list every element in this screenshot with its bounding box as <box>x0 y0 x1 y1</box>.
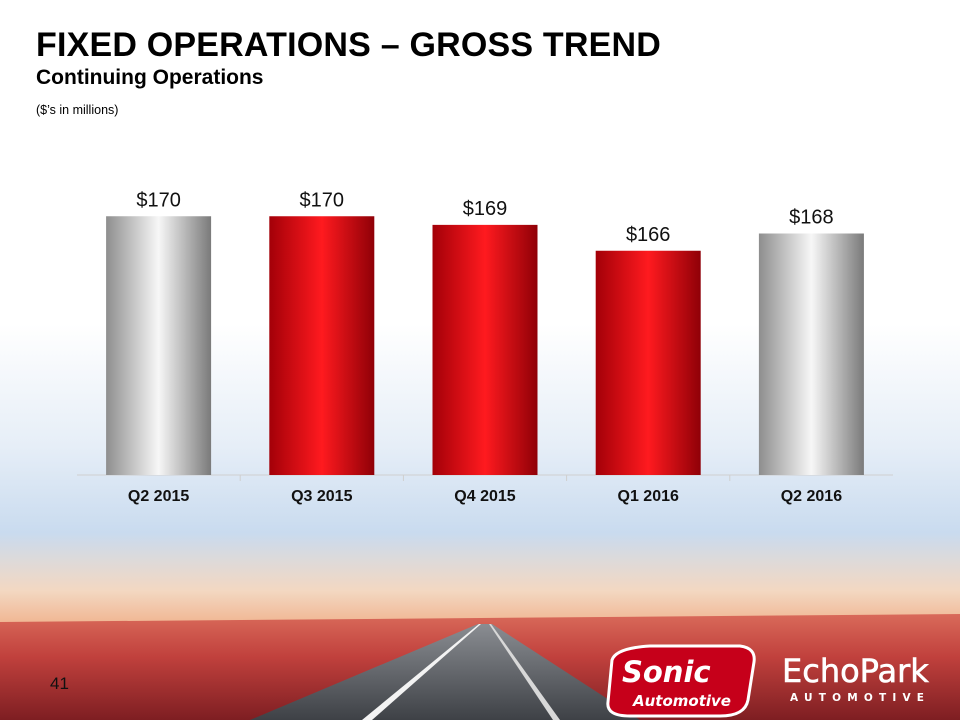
data-label: $166 <box>626 224 671 246</box>
data-label: $168 <box>789 207 834 229</box>
bar-q3-2015 <box>269 216 375 475</box>
svg-text:EchoPark: EchoPark <box>782 652 929 690</box>
bar-q2-2015 <box>106 216 212 475</box>
data-label: $170 <box>136 189 181 211</box>
bar-q2-2016 <box>758 233 864 475</box>
svg-text:Sonic: Sonic <box>622 655 711 689</box>
svg-text:Automotive: Automotive <box>632 692 731 710</box>
x-tick-label: Q3 2015 <box>291 488 352 505</box>
x-tick-label: Q1 2016 <box>618 488 679 505</box>
page-number: 41 <box>50 674 69 693</box>
bar-q4-2015 <box>432 224 538 475</box>
svg-text:AUTOMOTIVE: AUTOMOTIVE <box>790 692 930 704</box>
x-tick-label: Q4 2015 <box>454 488 515 505</box>
data-label: $169 <box>463 198 508 220</box>
echopark-automotive-logo: EchoPark AUTOMOTIVE <box>782 652 930 704</box>
bar-q1-2016 <box>595 250 701 475</box>
units-note: ($’s in millions) <box>36 103 119 117</box>
x-tick-label: Q2 2016 <box>781 488 842 505</box>
slide-title: FIXED OPERATIONS – GROSS TREND <box>36 26 662 64</box>
slide-subtitle: Continuing Operations <box>36 66 264 89</box>
sonic-automotive-logo: Sonic Automotive <box>606 644 756 718</box>
x-tick-label: Q2 2015 <box>128 488 189 505</box>
data-label: $170 <box>300 189 345 211</box>
